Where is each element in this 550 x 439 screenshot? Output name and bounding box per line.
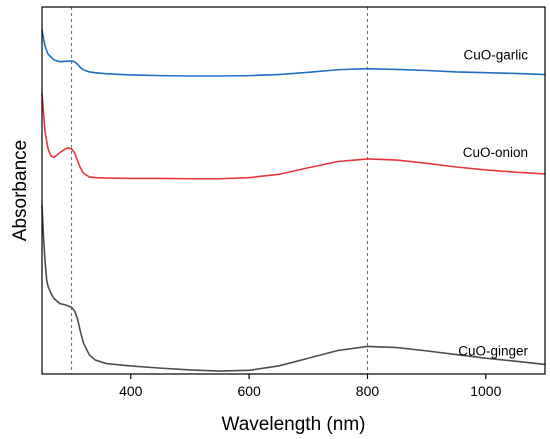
x-tick-label: 400 — [119, 383, 143, 399]
x-axis-ticks: 400 600 800 1000 — [119, 374, 502, 399]
plot-frame — [41, 6, 546, 375]
x-tick-label: 600 — [237, 383, 261, 399]
x-tick-label: 1000 — [470, 383, 501, 399]
series-line-cuo-garlic — [41, 29, 546, 77]
series-label-cuo-ginger: CuO-ginger — [458, 343, 528, 358]
y-axis-title: Absorbance — [10, 140, 31, 241]
series-labels: CuO-garlic CuO-onion CuO-ginger — [458, 48, 528, 359]
series-line-cuo-ginger — [41, 204, 546, 372]
x-axis-title: Wavelength (nm) — [222, 414, 366, 435]
series-layer — [41, 29, 546, 372]
reference-lines — [71, 7, 368, 374]
x-tick-label: 800 — [356, 383, 380, 399]
series-label-cuo-garlic: CuO-garlic — [463, 48, 528, 63]
series-line-cuo-onion — [41, 92, 546, 180]
series-label-cuo-onion: CuO-onion — [463, 145, 528, 160]
